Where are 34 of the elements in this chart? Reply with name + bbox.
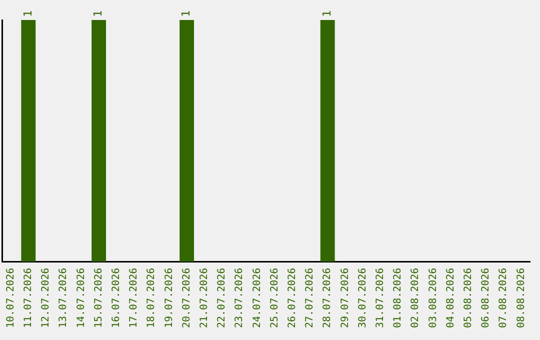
x-tick-label: 05.08.2026 [462,268,474,328]
x-tick-label: 19.07.2026 [164,268,175,328]
x-tick-label: 16.07.2026 [110,268,122,328]
x-tick-label: 28.07.2026 [322,268,334,328]
x-tick-label: 29.07.2026 [340,268,351,328]
x-tick-label: 04.08.2026 [445,268,456,328]
x-tick-label: 06.08.2026 [480,268,492,328]
x-tick-label: 08.08.2026 [516,268,527,328]
x-tick-label: 25.07.2026 [269,268,280,328]
x-tick-label: 07.08.2026 [498,268,510,328]
x-tick-label: 24.07.2026 [252,268,263,328]
data-label: 1 [92,10,105,17]
x-tick-label: 14.07.2026 [76,268,87,328]
x-tick-label: 20.07.2026 [181,268,192,328]
x-tick-label: 18.07.2026 [146,268,158,328]
x-tick-label: 26.07.2026 [286,268,298,328]
x-tick-label: 10.07.2026 [5,268,16,328]
x-tick-label: 15.07.2026 [93,268,104,328]
x-tick-label: 21.07.2026 [198,268,210,328]
x-tick-label: 03.08.2026 [428,268,439,328]
x-tick-label: 02.08.2026 [410,268,422,328]
data-label: 1 [180,10,193,17]
x-tick-label: 31.07.2026 [374,268,386,328]
x-tick-label: 30.07.2026 [357,268,368,328]
x-tick-label: 01.08.2026 [392,268,404,328]
x-tick-label: 17.07.2026 [128,268,140,328]
data-label: 1 [320,10,334,17]
data-label: 1 [21,10,34,17]
x-tick-label: 13.07.2026 [58,268,70,328]
x-tick-label: 27.07.2026 [304,268,316,328]
x-tick-label: 12.07.2026 [40,268,52,328]
x-tick-label: 23.07.2026 [234,268,246,328]
x-tick-label: 22.07.2026 [216,268,228,328]
x-tick-label: 11.07.2026 [22,268,34,328]
